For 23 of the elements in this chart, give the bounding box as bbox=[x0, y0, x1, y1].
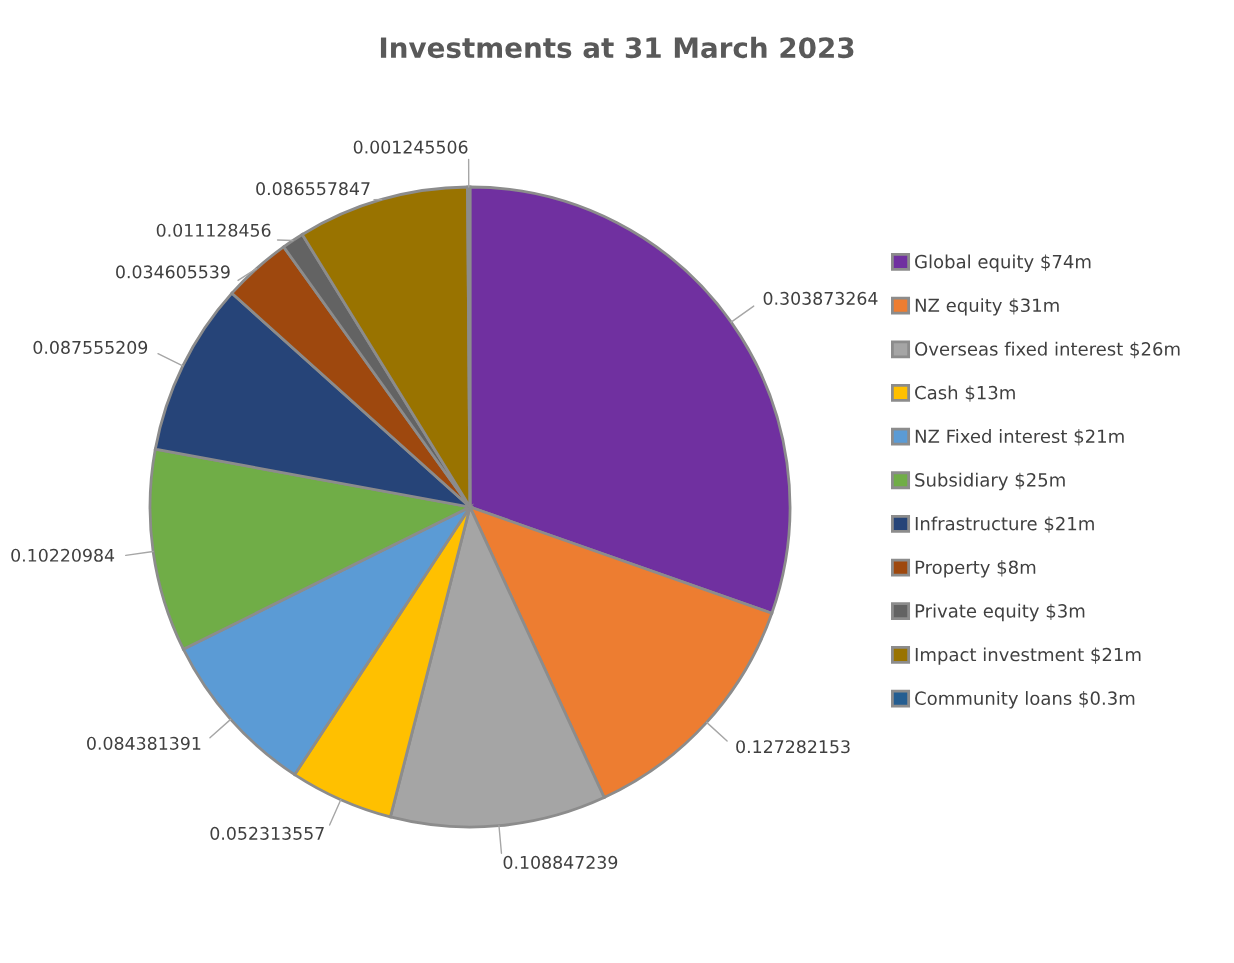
legend-label: Subsidiary $25m bbox=[915, 472, 1065, 491]
legend-label: Private equity $3m bbox=[915, 603, 1085, 622]
legend-label: Impact investment $21m bbox=[915, 647, 1141, 665]
data-label: 0.10220984 bbox=[11, 548, 115, 562]
data-label: 0.087555209 bbox=[33, 340, 148, 354]
data-label: 0.052313557 bbox=[210, 826, 324, 840]
data-label: 0.084381391 bbox=[87, 736, 201, 750]
data-label: 0.303873264 bbox=[763, 291, 878, 305]
data-label: 0.034605539 bbox=[116, 265, 230, 279]
legend-label: NZ Fixed interest $21m bbox=[915, 429, 1124, 446]
data-label: 0.011128456 bbox=[156, 223, 271, 237]
legend-label: Infrastructure $21m bbox=[915, 516, 1094, 533]
data-label: 0.086557847 bbox=[256, 182, 370, 196]
legend-label: Community loans $0.3m bbox=[915, 691, 1135, 709]
legend-label: Global equity $74m bbox=[915, 254, 1091, 272]
data-label: 0.108847239 bbox=[503, 855, 618, 869]
chart-title: Investments at 31 March 2023 bbox=[380, 36, 854, 59]
data-label: 0.001245506 bbox=[353, 140, 468, 154]
data-label: 0.127282153 bbox=[736, 740, 850, 754]
legend-label: NZ equity $31m bbox=[915, 298, 1059, 316]
legend-label: Cash $13m bbox=[915, 385, 1015, 402]
legend-label: Overseas fixed interest $26m bbox=[915, 341, 1180, 359]
legend-label: Property $8m bbox=[915, 560, 1036, 578]
